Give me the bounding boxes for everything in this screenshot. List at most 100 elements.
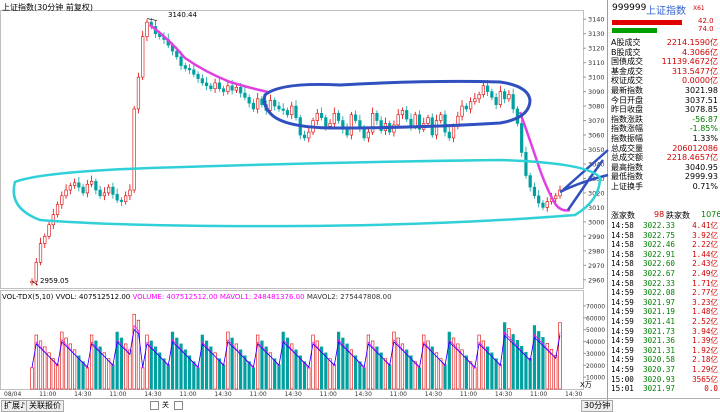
volume-bar [102,352,106,390]
mavol2-label: MAVOL2: 275447808.00 [306,293,392,301]
time-axis-label: 14:30 [285,391,302,398]
tick-time: 14:59 [611,365,634,374]
candle-body [528,175,532,188]
volume-bar [77,355,81,390]
candle-body [494,97,498,105]
candle-body [532,186,537,197]
quote-value: 313.5477亿 [671,66,718,76]
close-nav-icon[interactable]: 关 [162,401,169,409]
volume-bar [38,340,43,390]
candle-body [336,113,341,121]
volume-bar [107,358,111,390]
quote-value: 2218.4657亿 [666,153,718,163]
volume-bar [187,355,192,390]
candle-body [183,65,187,69]
candle-body [447,131,451,139]
candle-body [200,78,204,84]
candle-body [379,120,383,131]
volume-label: VOL-TDX(5,10) [2,293,54,301]
volume-bar [243,355,247,390]
volume-bar [251,367,256,390]
volume-bar [426,340,430,390]
quote-row: 基金成交 313.5477亿 [610,67,720,76]
stock-name: 上证指数 [646,6,686,17]
candle-body [541,202,545,208]
high-price-label: 3140.44 [168,11,197,19]
volume-bar [392,331,396,390]
quote-label: 昨日收盘 [611,105,643,115]
quote-value: 3021.98 [684,86,718,95]
price-axis-label: 2980 [588,247,605,255]
volume-bar [345,343,349,390]
volume-bar [388,364,392,390]
volume-bar [158,352,162,390]
tick-row: 14:59 3021.36 1.39亿 [610,336,720,346]
volume-bar [315,340,319,390]
mavol2-line [31,328,561,368]
volume-bar [47,352,51,390]
candle-body [409,118,413,127]
up-count-label: 涨家数 [611,211,635,220]
tick-volume: 3.23亿 [692,297,718,307]
time-axis-label: 11:00 [320,391,337,398]
quote-label: A股成交 [611,38,641,47]
quote-label: B股成交 [611,47,641,57]
volume-bar [319,346,324,390]
price-axis-label: 3120 [588,45,605,53]
candle-body [128,189,132,197]
quote-value: 206012086 [672,143,718,153]
up-count-value: 98 [654,210,665,219]
tick-volume: 3.92亿 [692,230,718,240]
price-axis-label: 3100 [588,74,605,82]
tick-volume: 1.48亿 [692,307,718,317]
time-axis-label: 11:00 [109,391,126,398]
prev-icon[interactable] [150,401,159,410]
tick-price: 3022.67 [643,269,676,278]
time-axis-label: 14:30 [144,391,161,398]
candle-body [349,114,353,136]
volume-bar [490,352,494,390]
candle-body [179,56,183,66]
volume-bar [434,352,439,390]
quote-row: 今日开盘 3037.51 [610,96,720,105]
expand-tab[interactable]: 扩展♪ [1,400,29,412]
candle-body [187,68,192,71]
period-30min-tab[interactable]: 30分钟 [581,400,614,412]
volume-bar [153,346,158,390]
volume-bar [524,351,528,390]
volume-bar [460,349,464,390]
volume-bar [405,349,409,390]
related-quote-tab[interactable]: 关联报价 [26,400,64,412]
tick-price: 3022.33 [643,278,676,288]
quote-value: 2999.93 [684,172,718,182]
volume-bar [34,334,38,390]
volume-axis-label: 50000 [586,327,605,334]
volume-bar [90,334,94,390]
quote-value: -1.85% [689,124,718,134]
quote-label: 指数涨幅 [611,124,643,134]
volume-bar [383,358,388,390]
volume-bar [486,346,490,390]
volume-bar [375,346,379,390]
candle-body [464,105,468,110]
candle-body [68,185,72,191]
volume-unit: X万 [580,381,592,389]
quote-row: A股成交 2214.1590亿 [610,38,720,47]
candle-body [396,114,400,126]
volume-bar [396,337,400,390]
candle-body [55,204,60,215]
candle-body [558,189,562,197]
nav-bar: 关 [150,400,210,410]
tick-row: 14:59 3020.58 2.18亿 [610,355,720,365]
ratio-green-bar [612,28,657,33]
volume-bar [409,355,413,390]
volume-bar [162,358,166,390]
volume-bar [494,358,498,390]
tick-row: 14:58 3022.67 2.49亿 [610,269,720,279]
next-icon[interactable] [174,401,183,410]
tick-time: 15:00 [611,374,634,384]
tick-price: 3021.41 [643,317,676,326]
candle-body [243,92,247,98]
down-count-value: 1076 [701,210,720,219]
time-axis-label: 11:00 [460,391,477,398]
